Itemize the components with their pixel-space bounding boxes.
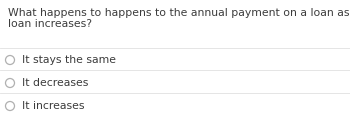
Text: It increases: It increases <box>22 101 84 111</box>
Text: It stays the same: It stays the same <box>22 55 116 65</box>
Text: loan increases?: loan increases? <box>8 19 92 29</box>
Text: It decreases: It decreases <box>22 78 88 88</box>
Text: What happens to happens to the annual payment on a loan as the term of the: What happens to happens to the annual pa… <box>8 8 350 18</box>
